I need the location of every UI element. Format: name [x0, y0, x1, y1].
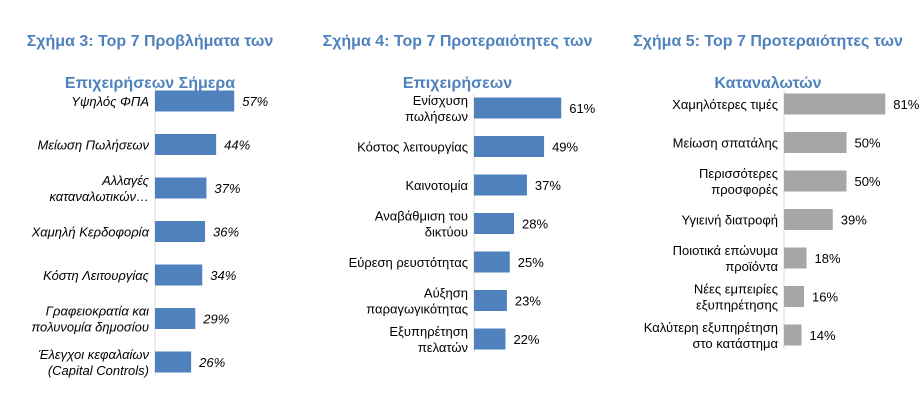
data-label: 57%	[242, 94, 268, 109]
data-label: 25%	[518, 255, 544, 270]
bar	[784, 132, 847, 153]
chart-title-line: Σχήμα 5: Top 7 Προτεραιότητες των	[633, 33, 903, 50]
chart-title: Σχήμα 3: Top 7 Προβλήματα των Επιχειρήσε…	[0, 10, 300, 94]
bar	[474, 213, 515, 234]
data-label: 36%	[213, 225, 239, 240]
bar	[784, 209, 833, 230]
category-label: Υγιεινή διατροφή	[681, 213, 778, 228]
data-label: 37%	[214, 181, 240, 196]
category-label: Εξυπηρέτηση πελατών	[389, 324, 468, 355]
data-label: 50%	[855, 136, 881, 151]
data-label: 37%	[535, 178, 561, 193]
data-label: 22%	[513, 332, 539, 347]
data-label: 29%	[202, 312, 229, 327]
bar-chart-business-priorities: 61% Ενίσχυση πωλήσεων 49% Κόστος λειτουργίας…	[349, 93, 596, 355]
category-label: Περισσότερες προσφορές	[699, 166, 778, 197]
category-label: Χαμηλότερες τιμές	[672, 97, 778, 112]
category-label: Ποιοτικά επώνυμα προϊόντα	[673, 243, 779, 274]
bar	[155, 90, 235, 112]
category-label: Ενίσχυση πωλήσεων	[405, 93, 468, 124]
data-label: 14%	[810, 328, 836, 343]
data-label: 16%	[812, 290, 838, 305]
category-label: Κόστη Λειτουργίας	[43, 268, 150, 283]
bar	[155, 177, 207, 199]
category-label: Έλεγχοι κεφαλαίων (Capital Controls)	[38, 347, 149, 378]
category-label: Αναβάθμιση του δικτύου	[375, 209, 468, 240]
chart-panel-1: Σχήμα 3: Top 7 Προβλήματα των Επιχειρήσε…	[0, 0, 300, 404]
data-label: 28%	[522, 217, 548, 232]
bar	[155, 308, 196, 329]
category-label: Καινοτομία	[405, 178, 468, 193]
data-label: 23%	[515, 294, 541, 309]
bar	[474, 290, 507, 311]
chart-title: Σχήμα 5: Top 7 Προτεραιότητες των Κατανα…	[615, 10, 921, 94]
bar	[155, 221, 206, 242]
bar-chart-consumer-priorities: 81% Χαμηλότερες τιμές 50% Μείωση σπατάλης 50…	[644, 90, 920, 351]
bar	[474, 174, 527, 196]
bar	[155, 264, 203, 286]
data-label: 34%	[210, 268, 236, 283]
category-label: Κόστος λειτουργίας	[357, 140, 468, 155]
bar	[784, 170, 847, 192]
category-label: Χαμηλή Κερδοφορία	[31, 225, 150, 240]
category-label: Καλύτερη εξυπηρέτηση στο κατάστημα	[644, 320, 779, 351]
chart-title-line: Επιχειρήσεων Σήμερα	[64, 75, 236, 92]
chart-title-line: Σχήμα 3: Top 7 Προβλήματα των	[26, 33, 274, 50]
bar	[784, 247, 807, 269]
chart-panel-2: Σχήμα 4: Top 7 Προτεραιότητες των Επιχει…	[305, 0, 610, 404]
category-label: Αύξηση παραγωγικότητας	[366, 286, 468, 317]
category-label: Μείωση σπατάλης	[673, 136, 778, 151]
bar	[155, 134, 217, 155]
chart-title-line: Καταναλωτών	[714, 75, 822, 92]
bar	[474, 97, 562, 119]
chart-title: Σχήμα 4: Top 7 Προτεραιότητες των Επιχει…	[305, 10, 610, 94]
category-label: Αλλαγές καταναλωτικών…	[49, 173, 149, 204]
bar	[474, 136, 545, 157]
category-label: Υψηλός ΦΠΑ	[71, 94, 149, 109]
bar	[784, 286, 804, 307]
data-label: 50%	[855, 174, 881, 189]
chart-panel-3: Σχήμα 5: Top 7 Προτεραιότητες των Κατανα…	[615, 0, 921, 404]
data-label: 49%	[552, 140, 578, 155]
chart-title-line: Επιχειρήσεων	[402, 75, 513, 92]
bar-chart-problems: 57% Υψηλός ΦΠΑ 44% Μείωση Πωλήσεων 37% Αλλαγέ…	[31, 87, 268, 378]
category-label: Γραφειοκρατία και πολυνομία δημοσίου	[31, 304, 149, 335]
bar	[784, 324, 802, 346]
category-label: Εύρεση ρευστότητας	[349, 255, 468, 270]
category-label: Νέες εμπειρίες εξυπηρέτησης	[694, 282, 778, 313]
data-label: 44%	[224, 138, 250, 153]
data-label: 61%	[569, 101, 595, 116]
data-label: 26%	[198, 355, 225, 370]
bar	[474, 328, 506, 350]
bar	[784, 93, 886, 115]
data-label: 18%	[815, 251, 841, 266]
bar	[155, 351, 192, 373]
data-label: 39%	[841, 213, 867, 228]
category-label: Μείωση Πωλήσεων	[37, 138, 149, 153]
data-label: 81%	[893, 97, 919, 112]
bar	[474, 251, 510, 273]
chart-title-line: Σχήμα 4: Top 7 Προτεραιότητες των	[322, 33, 593, 50]
